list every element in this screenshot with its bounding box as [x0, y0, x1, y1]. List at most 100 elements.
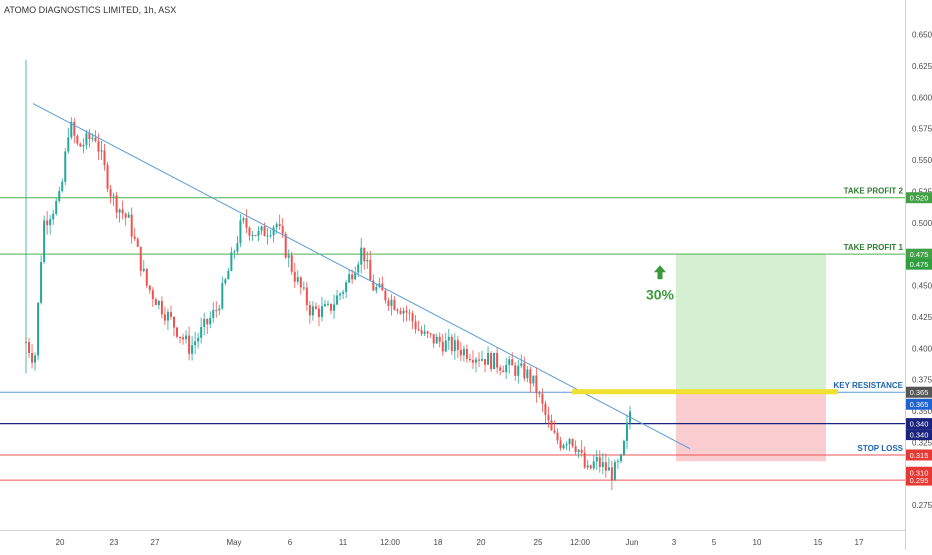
candle-body [572, 439, 574, 446]
candle-body [97, 141, 99, 151]
candle-body [590, 465, 592, 468]
candle-body [481, 359, 483, 361]
candle-body [575, 446, 577, 452]
x-tick-label: 12:00 [380, 538, 401, 547]
candle-body [91, 138, 93, 139]
candle-body [466, 349, 468, 359]
y-tick-label: 0.650 [912, 31, 932, 40]
candle-body [538, 393, 540, 394]
candle-body [321, 306, 323, 317]
x-tick-label: Jun [626, 538, 639, 547]
y-tick-label: 0.625 [912, 62, 932, 71]
candle-body [318, 309, 320, 317]
candle-body [330, 304, 332, 311]
candle-body [342, 292, 344, 294]
candle-body [418, 329, 420, 330]
candle-body [502, 371, 504, 373]
candle-body [161, 301, 163, 314]
candle-body [152, 290, 154, 299]
candle-body [581, 450, 583, 453]
stop-loss-zone [676, 392, 826, 461]
candle-body [493, 353, 495, 369]
candle-body [191, 345, 193, 354]
candle-body [194, 342, 196, 346]
price-badge-stop_loss: 0.315 [910, 451, 929, 460]
candle-body [261, 226, 263, 230]
candle-body [617, 461, 619, 462]
candle-body [285, 234, 287, 258]
candle-body [526, 369, 528, 378]
candle-body [605, 462, 607, 470]
candle-body [544, 404, 546, 415]
candle-body [255, 235, 257, 236]
candle-body [360, 248, 362, 265]
candle-body [206, 319, 208, 324]
candle-body [463, 349, 465, 355]
candle-body [227, 271, 229, 279]
candle-body [614, 462, 616, 480]
candle-body [396, 310, 398, 311]
candle-body [215, 310, 217, 311]
candle-body [490, 353, 492, 369]
candle-body [31, 353, 33, 362]
candle-body [110, 189, 112, 197]
candle-body [547, 415, 549, 420]
candle-body [167, 312, 169, 320]
candle-body [131, 215, 133, 237]
candle-body [511, 359, 513, 365]
candle-body [55, 201, 57, 214]
candle-body [563, 445, 565, 448]
candle-body [587, 465, 589, 467]
key-resistance-zone [572, 389, 838, 394]
candle-body [52, 214, 54, 220]
candle-body [288, 255, 290, 257]
candle-body [134, 237, 136, 239]
candle-body [445, 341, 447, 352]
price-badge-entry: 0.340 [910, 420, 929, 429]
y-tick-label: 0.425 [912, 313, 932, 322]
candle-body [421, 330, 423, 334]
candle-body [128, 215, 130, 218]
x-tick-label: 27 [151, 538, 160, 547]
candle-body [478, 359, 480, 360]
candle-body [146, 269, 148, 286]
candle-body [312, 306, 314, 315]
candle-body [623, 441, 625, 455]
candle-body [424, 331, 426, 333]
candle-body [351, 274, 353, 279]
candle-body [336, 295, 338, 304]
candle-body [34, 356, 36, 363]
candle-body [273, 227, 275, 235]
downtrend-line [33, 104, 690, 449]
y-tick-label: 0.600 [912, 93, 932, 102]
candle-body [611, 467, 613, 480]
candle-body [487, 353, 489, 365]
candle-body [149, 286, 151, 290]
candle-body [79, 144, 81, 147]
candle-body [104, 150, 106, 165]
x-tick-label: 15 [814, 538, 823, 547]
chart-title: ATOMO DIAGNOSTICS LIMITED, 1h, ASX [4, 5, 176, 15]
candle-body [107, 165, 109, 189]
candle-body [457, 340, 459, 350]
candle-body [387, 300, 389, 306]
candle-body [143, 269, 145, 271]
candle-body [484, 359, 486, 365]
y-tick-label: 0.500 [912, 219, 932, 228]
candle-body [430, 333, 432, 334]
candle-body [602, 462, 604, 467]
level-label-take_profit_2: TAKE PROFIT 2 [844, 187, 904, 196]
x-tick-label: 20 [56, 538, 65, 547]
x-tick-label: 5 [712, 538, 717, 547]
candle-body [608, 467, 610, 470]
x-tick-label: 6 [288, 538, 293, 547]
candle-body [324, 304, 326, 306]
candle-body [85, 133, 87, 145]
y-tick-label: 0.375 [912, 376, 932, 385]
candle-body [224, 279, 226, 283]
candle-body [451, 337, 453, 351]
candle-body [294, 272, 296, 282]
candle-body [67, 137, 69, 151]
